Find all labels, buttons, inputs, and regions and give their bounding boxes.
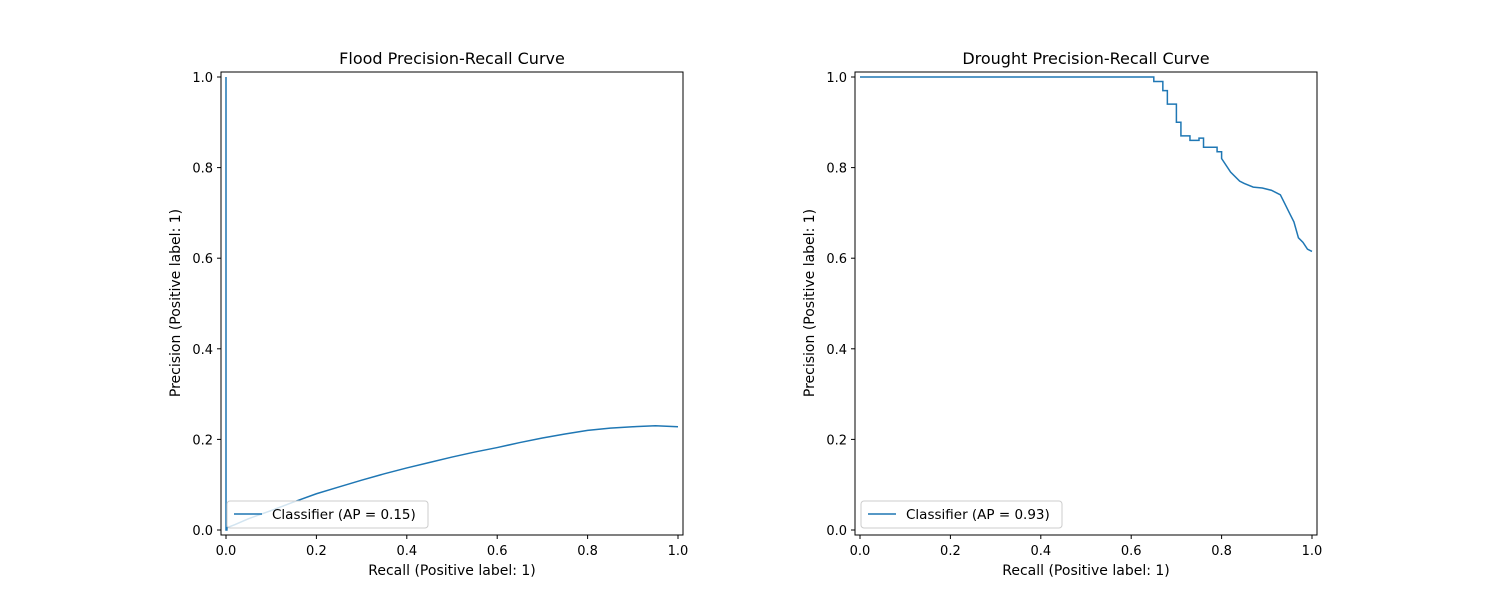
y-tick-label: 1.0 [826, 71, 847, 86]
y-axis-label: Precision (Positive label: 1) [168, 209, 184, 397]
plot-frame [854, 71, 1318, 536]
x-tick-label: 0.8 [1211, 544, 1232, 559]
chart-title: Drought Precision-Recall Curve [962, 49, 1209, 68]
legend-box [860, 500, 1063, 529]
series-group [225, 77, 679, 531]
y-tick-label: 0.6 [826, 252, 847, 267]
x-tick-label: 0.4 [396, 544, 417, 559]
x-tick-label: 1.0 [668, 544, 689, 559]
legend-box [226, 500, 429, 529]
drought-chart: Drought Precision-Recall Curve Recall (P… [802, 49, 1322, 579]
x-tick-label: 1.0 [1302, 544, 1323, 559]
series-line [860, 76, 1313, 253]
series-group [860, 76, 1313, 253]
legend-label: Classifier (AP = 0.93) [906, 507, 1050, 523]
tick-group: 0.0 0.2 0.4 0.6 0.8 1.0 0.0 0.2 0.4 0.6 0.8 1.0 [826, 71, 1322, 559]
x-tick-label: 0.2 [940, 544, 961, 559]
x-tick-label: 0.0 [216, 544, 237, 559]
x-tick-label: 0.0 [850, 544, 871, 559]
series-line [225, 77, 679, 531]
y-tick-label: 0.2 [192, 433, 213, 448]
x-tick-label: 0.6 [487, 544, 508, 559]
x-tick-label: 0.8 [577, 544, 598, 559]
y-axis-label: Precision (Positive label: 1) [802, 209, 818, 397]
y-tick-label: 0.8 [192, 162, 213, 177]
legend: Classifier (AP = 0.93) [860, 500, 1063, 529]
tick-group: 0.0 0.2 0.4 0.6 0.8 1.0 0.0 0.2 0.4 0.6 0.8 1.0 [192, 71, 688, 559]
x-axis-label: Recall (Positive label: 1) [1002, 563, 1170, 579]
x-tick-label: 0.6 [1121, 544, 1142, 559]
y-tick-label: 0.6 [192, 252, 213, 267]
y-tick-label: 0.4 [826, 343, 847, 358]
y-tick-label: 0.8 [826, 162, 847, 177]
x-axis-label: Recall (Positive label: 1) [368, 563, 536, 579]
y-tick-label: 0.4 [192, 343, 213, 358]
x-tick-label: 0.4 [1030, 544, 1051, 559]
y-tick-label: 1.0 [192, 71, 213, 86]
y-tick-label: 0.2 [826, 433, 847, 448]
legend: Classifier (AP = 0.15) [226, 500, 429, 529]
flood-chart: Flood Precision-Recall Curve Recall (Pos… [168, 49, 688, 579]
plot-frame [220, 71, 684, 536]
y-tick-label: 0.0 [826, 524, 847, 539]
x-tick-label: 0.2 [306, 544, 327, 559]
y-tick-label: 0.0 [192, 524, 213, 539]
chart-title: Flood Precision-Recall Curve [339, 49, 565, 68]
legend-label: Classifier (AP = 0.15) [272, 507, 416, 523]
